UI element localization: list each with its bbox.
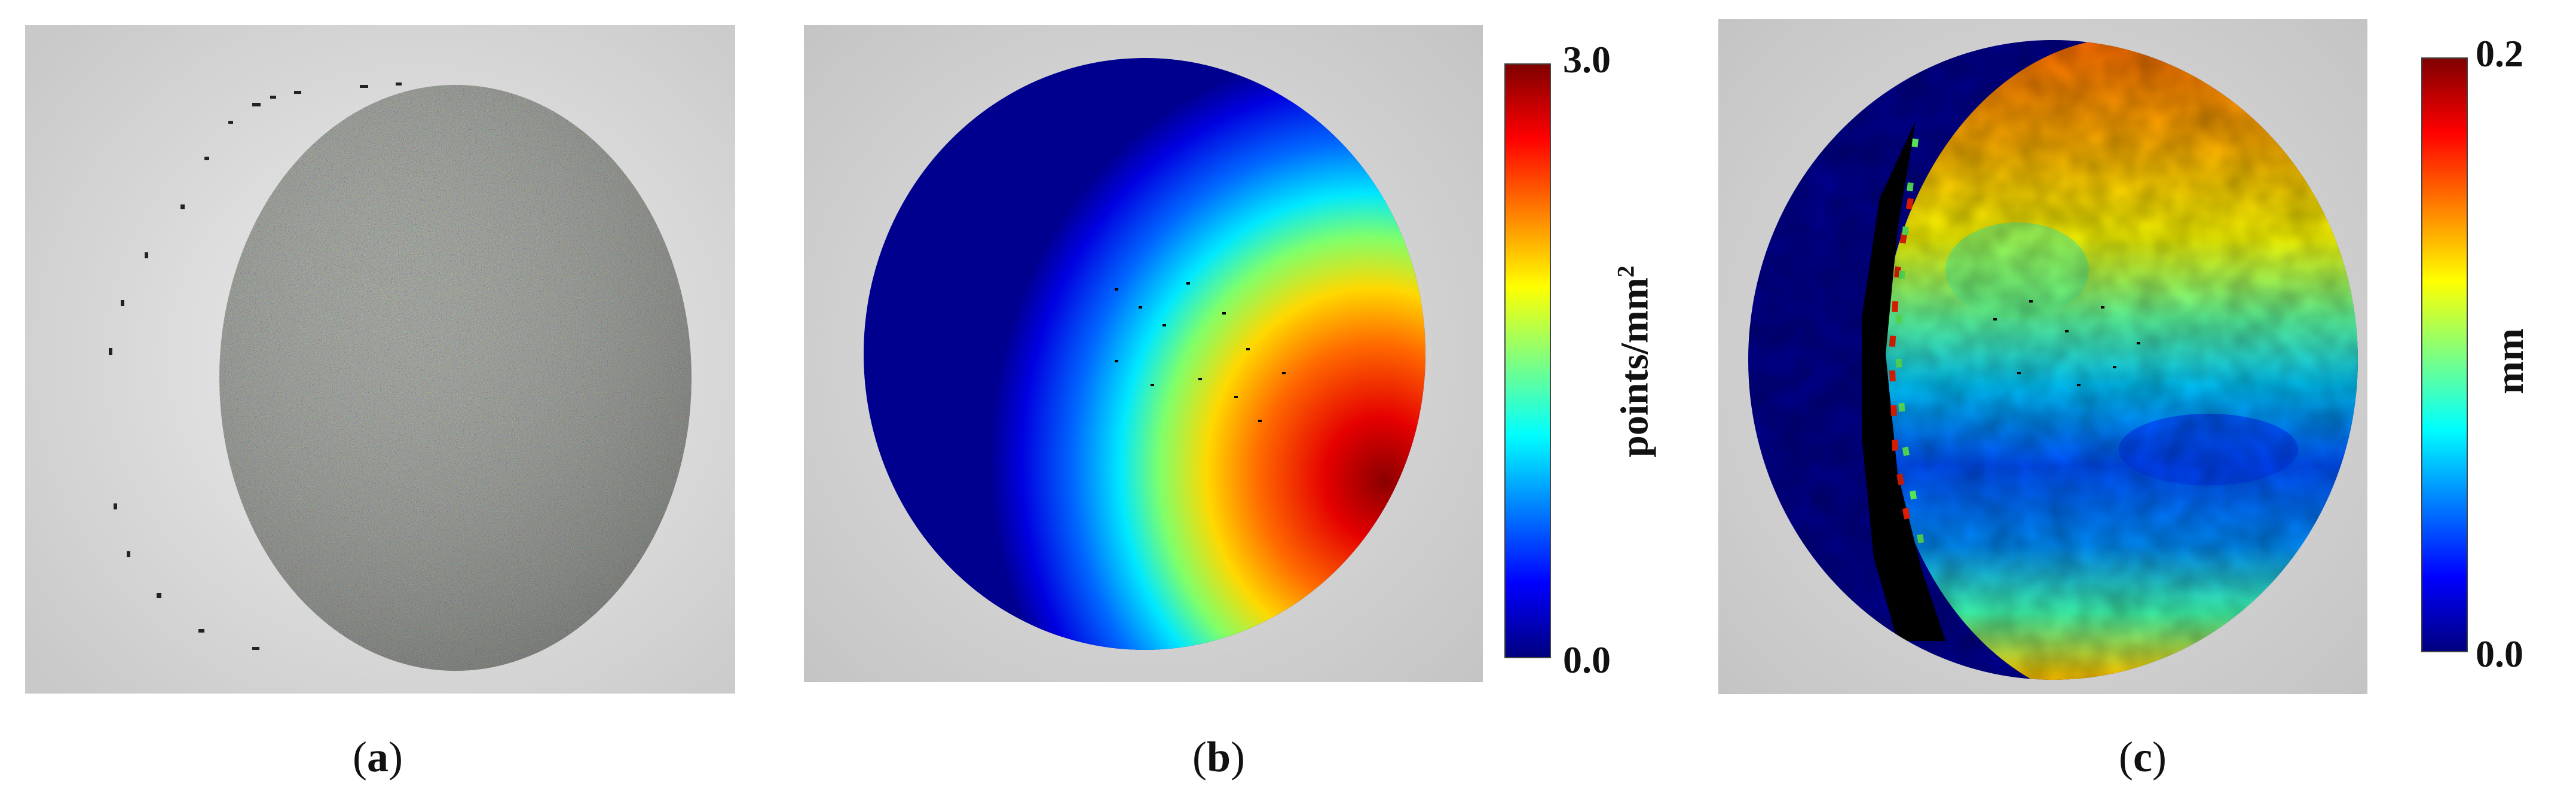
colorbar-c-max: 0.2 — [2476, 32, 2523, 75]
colorbar-c — [2421, 57, 2468, 652]
panel-a-point-cloud — [25, 25, 735, 694]
colorbar-b-unit-sup: 2 — [1612, 265, 1639, 278]
colorbar-c-unit: mm — [2488, 328, 2532, 394]
panel-c-deviation-map — [1718, 19, 2367, 694]
colorbar-b-unit-main: points/mm — [1613, 277, 1657, 457]
colorbar-b — [1504, 63, 1551, 658]
deviation-sphere — [1718, 19, 2367, 694]
caption-b: (b) — [1192, 733, 1246, 781]
colorbar-b-min: 0.0 — [1563, 639, 1611, 681]
colorbar-b-max: 3.0 — [1563, 38, 1611, 81]
point-cloud-sphere — [25, 25, 735, 694]
panel-b-density-map — [804, 25, 1483, 682]
density-sphere — [804, 25, 1483, 682]
caption-a: (a) — [353, 733, 403, 781]
colorbar-c-min: 0.0 — [2476, 633, 2523, 675]
caption-c: (c) — [2119, 733, 2167, 781]
colorbar-b-unit: points/mm2 — [1612, 248, 1658, 475]
